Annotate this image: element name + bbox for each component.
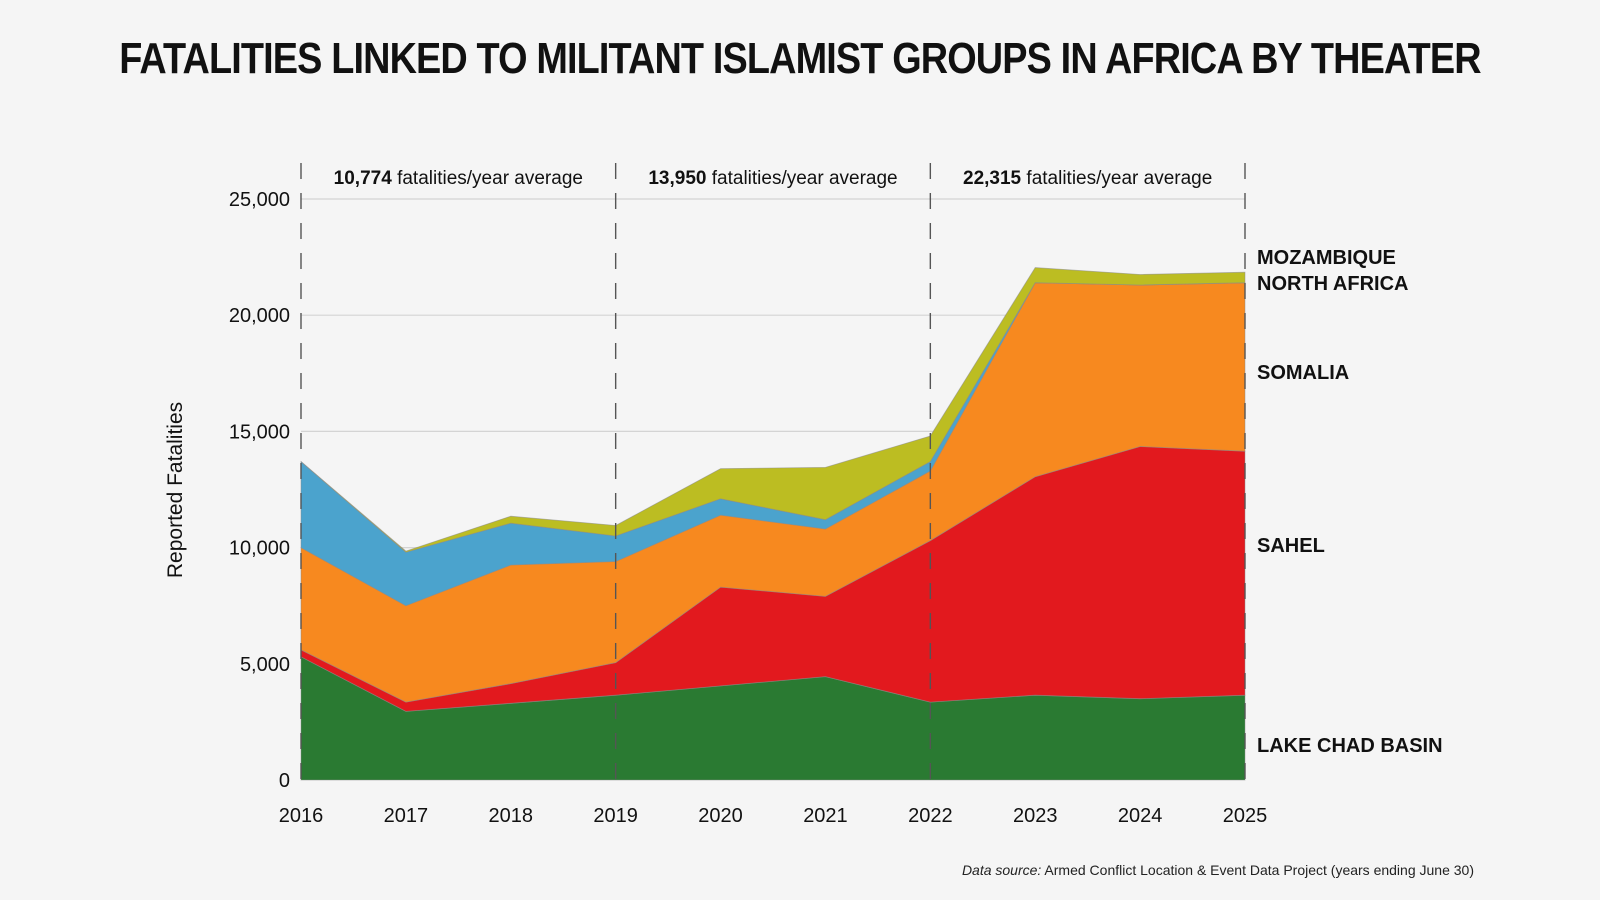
axes: 0 5,000 10,000 15,000 20,000 25,000 2016 2017 20…: [164, 189, 1267, 827]
x-tick-label: 2020: [698, 805, 743, 827]
y-tick-label: 5,000: [240, 654, 290, 676]
series-label: LAKE CHAD BASIN: [1257, 735, 1443, 757]
series-label: SAHEL: [1257, 535, 1325, 557]
y-tick-label: 20,000: [229, 305, 290, 327]
period-annotations: 10,774 fatalities/year average 13,950 fat…: [334, 168, 1213, 189]
x-tick-label: 2021: [803, 805, 848, 827]
series-label: NORTH AFRICA: [1257, 273, 1408, 295]
x-tick-label: 2023: [1013, 805, 1058, 827]
period-average-text: fatalities/year average: [1021, 168, 1212, 189]
period-annotation: 10,774 fatalities/year average: [334, 168, 583, 189]
y-tick-label: 10,000: [229, 538, 290, 560]
source-label: Data source:: [961, 862, 1042, 878]
x-tick-label: 2016: [279, 805, 324, 827]
period-annotation: 22,315 fatalities/year average: [963, 168, 1212, 189]
series-label: SOMALIA: [1257, 362, 1349, 384]
data-source: Data source: Armed Conflict Location & E…: [962, 862, 1474, 878]
areas: [300, 267, 1246, 781]
y-tick-label: 0: [279, 770, 290, 792]
x-tick-label: 2019: [593, 805, 638, 827]
period-average-value: 10,774: [334, 168, 393, 189]
period-average-value: 13,950: [648, 168, 706, 189]
y-tick-label: 25,000: [229, 189, 290, 211]
y-axis-label: Reported Fatalities: [164, 402, 187, 578]
period-average-text: fatalities/year average: [706, 168, 897, 189]
area-mozambique: [300, 267, 1246, 553]
x-tick-label: 2018: [489, 805, 534, 827]
x-tick-label: 2024: [1118, 805, 1163, 827]
source-text: Armed Conflict Location & Event Data Pro…: [1041, 862, 1474, 878]
series-labels: LAKE CHAD BASIN SAHEL SOMALIA NORTH AFRICA M…: [1257, 247, 1443, 757]
period-annotation: 13,950 fatalities/year average: [648, 168, 897, 189]
series-label: MOZAMBIQUE: [1257, 247, 1396, 269]
y-tick-label: 15,000: [229, 421, 290, 443]
period-average-value: 22,315: [963, 168, 1022, 189]
chart-title: FATALITIES LINKED TO MILITANT ISLAMIST G…: [119, 34, 1481, 83]
period-dividers: [300, 163, 1246, 780]
period-average-text: fatalities/year average: [392, 168, 583, 189]
x-tick-label: 2022: [908, 805, 953, 827]
x-tick-label: 2025: [1223, 805, 1268, 827]
x-tick-label: 2017: [384, 805, 429, 827]
